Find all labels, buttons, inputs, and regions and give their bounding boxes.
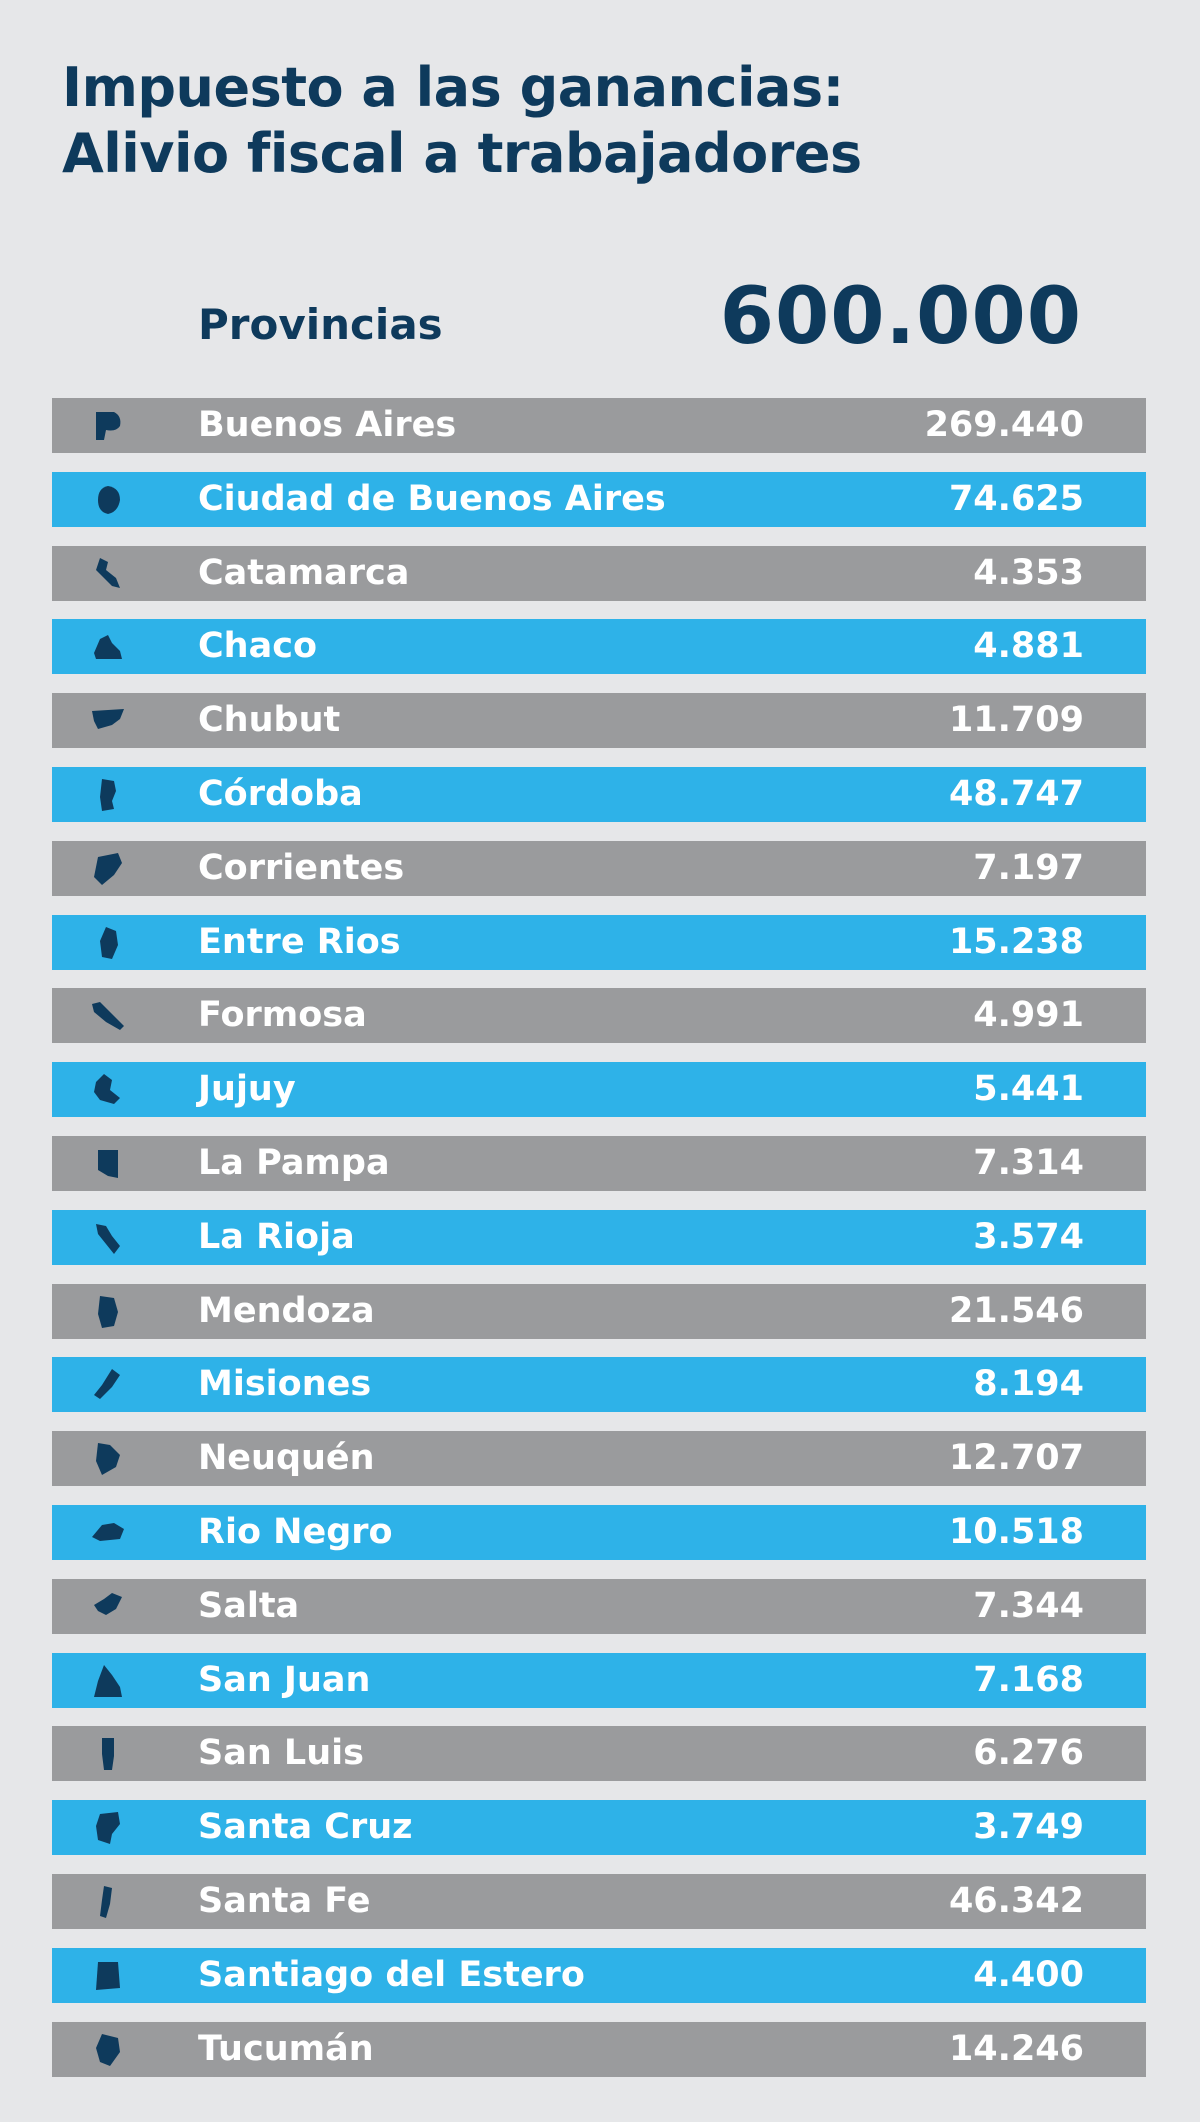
salta-map-icon <box>90 1589 126 1625</box>
province-value: 74.625 <box>948 478 1084 519</box>
province-name: Neuquén <box>198 1438 375 1479</box>
province-table: Buenos Aires 269.440 Ciudad de Buenos Aire… <box>52 398 1146 2095</box>
province-value: 21.546 <box>948 1290 1084 1331</box>
province-name: Ciudad de Buenos Aires <box>198 478 666 519</box>
province-value: 4.881 <box>973 626 1084 667</box>
province-name: Tucumán <box>198 2028 374 2069</box>
chaco-map-icon <box>90 629 126 665</box>
province-value: 14.246 <box>948 2028 1084 2069</box>
table-row: Corrientes 7.197 <box>52 840 1146 896</box>
cordoba-map-icon <box>90 777 126 813</box>
table-row: San Luis 6.276 <box>52 1726 1146 1782</box>
province-value: 7.168 <box>973 1659 1084 1700</box>
province-value: 4.991 <box>973 995 1084 1036</box>
province-name: Chaco <box>198 626 318 667</box>
santa-cruz-map-icon <box>90 1810 126 1846</box>
province-name: La Rioja <box>198 1216 355 1257</box>
catamarca-map-icon <box>90 556 126 592</box>
province-name: Santiago del Estero <box>198 1954 585 1995</box>
province-value: 11.709 <box>948 700 1084 741</box>
la-rioja-map-icon <box>90 1220 126 1256</box>
province-name: La Pampa <box>198 1142 390 1183</box>
province-name: Rio Negro <box>198 1511 393 1552</box>
table-row: Santiago del Estero 4.400 <box>52 1947 1146 2003</box>
table-row: Mendoza 21.546 <box>52 1283 1146 1339</box>
table-row: Ciudad de Buenos Aires 74.625 <box>52 471 1146 527</box>
table-row: Jujuy 5.441 <box>52 1062 1146 1118</box>
table-row: Chubut 11.709 <box>52 693 1146 749</box>
province-value: 7.197 <box>973 847 1084 888</box>
province-name: Corrientes <box>198 847 405 888</box>
province-name: Jujuy <box>198 1069 296 1110</box>
province-name: San Juan <box>198 1659 371 1700</box>
table-row: San Juan 7.168 <box>52 1652 1146 1708</box>
province-value: 6.276 <box>973 1733 1084 1774</box>
table-row: Catamarca 4.353 <box>52 545 1146 601</box>
table-row: La Rioja 3.574 <box>52 1209 1146 1265</box>
table-row: Córdoba 48.747 <box>52 766 1146 822</box>
province-value: 269.440 <box>924 405 1084 445</box>
entre-rios-map-icon <box>90 925 126 961</box>
tucuman-map-icon <box>90 2032 126 2068</box>
province-value: 46.342 <box>948 1880 1084 1921</box>
rio-negro-map-icon <box>90 1515 126 1551</box>
misiones-map-icon <box>90 1367 126 1403</box>
table-row: Salta 7.344 <box>52 1578 1146 1634</box>
table-row: Neuquén 12.707 <box>52 1431 1146 1487</box>
table-row: Misiones 8.194 <box>52 1357 1146 1413</box>
title-line-1: Impuesto a las ganancias: <box>62 56 844 119</box>
san-luis-map-icon <box>90 1736 126 1772</box>
provinces-column-header: Provincias <box>198 300 443 349</box>
province-name: Chubut <box>198 700 341 741</box>
buenos-aires-map-icon <box>90 408 126 444</box>
province-value: 4.353 <box>973 552 1084 593</box>
province-name: Misiones <box>198 1364 372 1405</box>
province-name: Catamarca <box>198 552 410 593</box>
total-value: 600.000 <box>719 272 1082 362</box>
corrientes-map-icon <box>90 851 126 887</box>
province-value: 7.314 <box>973 1142 1084 1183</box>
province-value: 3.749 <box>973 1807 1084 1848</box>
table-row: Chaco 4.881 <box>52 619 1146 675</box>
page-title: Impuesto a las ganancias: Alivio fiscal … <box>62 55 862 187</box>
table-row: Santa Cruz 3.749 <box>52 1800 1146 1856</box>
neuquen-map-icon <box>90 1441 126 1477</box>
province-name: San Luis <box>198 1733 364 1774</box>
ciudad-de-buenos-aires-map-icon <box>90 482 126 518</box>
province-name: Santa Fe <box>198 1880 371 1921</box>
chubut-map-icon <box>90 703 126 739</box>
province-value: 7.344 <box>973 1585 1084 1626</box>
province-value: 12.707 <box>948 1438 1084 1479</box>
province-value: 5.441 <box>973 1069 1084 1110</box>
table-row: Santa Fe 46.342 <box>52 1873 1146 1929</box>
province-value: 3.574 <box>973 1216 1084 1257</box>
province-value: 15.238 <box>948 921 1084 962</box>
santiago-del-estero-map-icon <box>90 1958 126 1994</box>
province-name: Formosa <box>198 995 367 1036</box>
la-pampa-map-icon <box>90 1146 126 1182</box>
table-row: Rio Negro 10.518 <box>52 1504 1146 1560</box>
title-line-2: Alivio fiscal a trabajadores <box>62 122 862 185</box>
province-name: Buenos Aires <box>198 405 457 445</box>
province-name: Entre Rios <box>198 921 401 962</box>
table-row: La Pampa 7.314 <box>52 1135 1146 1191</box>
province-value: 10.518 <box>948 1511 1084 1552</box>
province-value: 48.747 <box>948 773 1084 814</box>
formosa-map-icon <box>90 998 126 1034</box>
table-row: Formosa 4.991 <box>52 988 1146 1044</box>
province-name: Córdoba <box>198 773 363 814</box>
table-row: Entre Rios 15.238 <box>52 914 1146 970</box>
province-value: 4.400 <box>973 1954 1084 1995</box>
province-value: 8.194 <box>973 1364 1084 1405</box>
san-juan-map-icon <box>90 1663 126 1699</box>
santa-fe-map-icon <box>90 1884 126 1920</box>
province-name: Mendoza <box>198 1290 375 1331</box>
province-name: Santa Cruz <box>198 1807 413 1848</box>
jujuy-map-icon <box>90 1072 126 1108</box>
table-row: Tucumán 14.246 <box>52 2021 1146 2077</box>
province-name: Salta <box>198 1585 300 1626</box>
mendoza-map-icon <box>90 1294 126 1330</box>
table-row: Buenos Aires 269.440 <box>52 398 1146 453</box>
